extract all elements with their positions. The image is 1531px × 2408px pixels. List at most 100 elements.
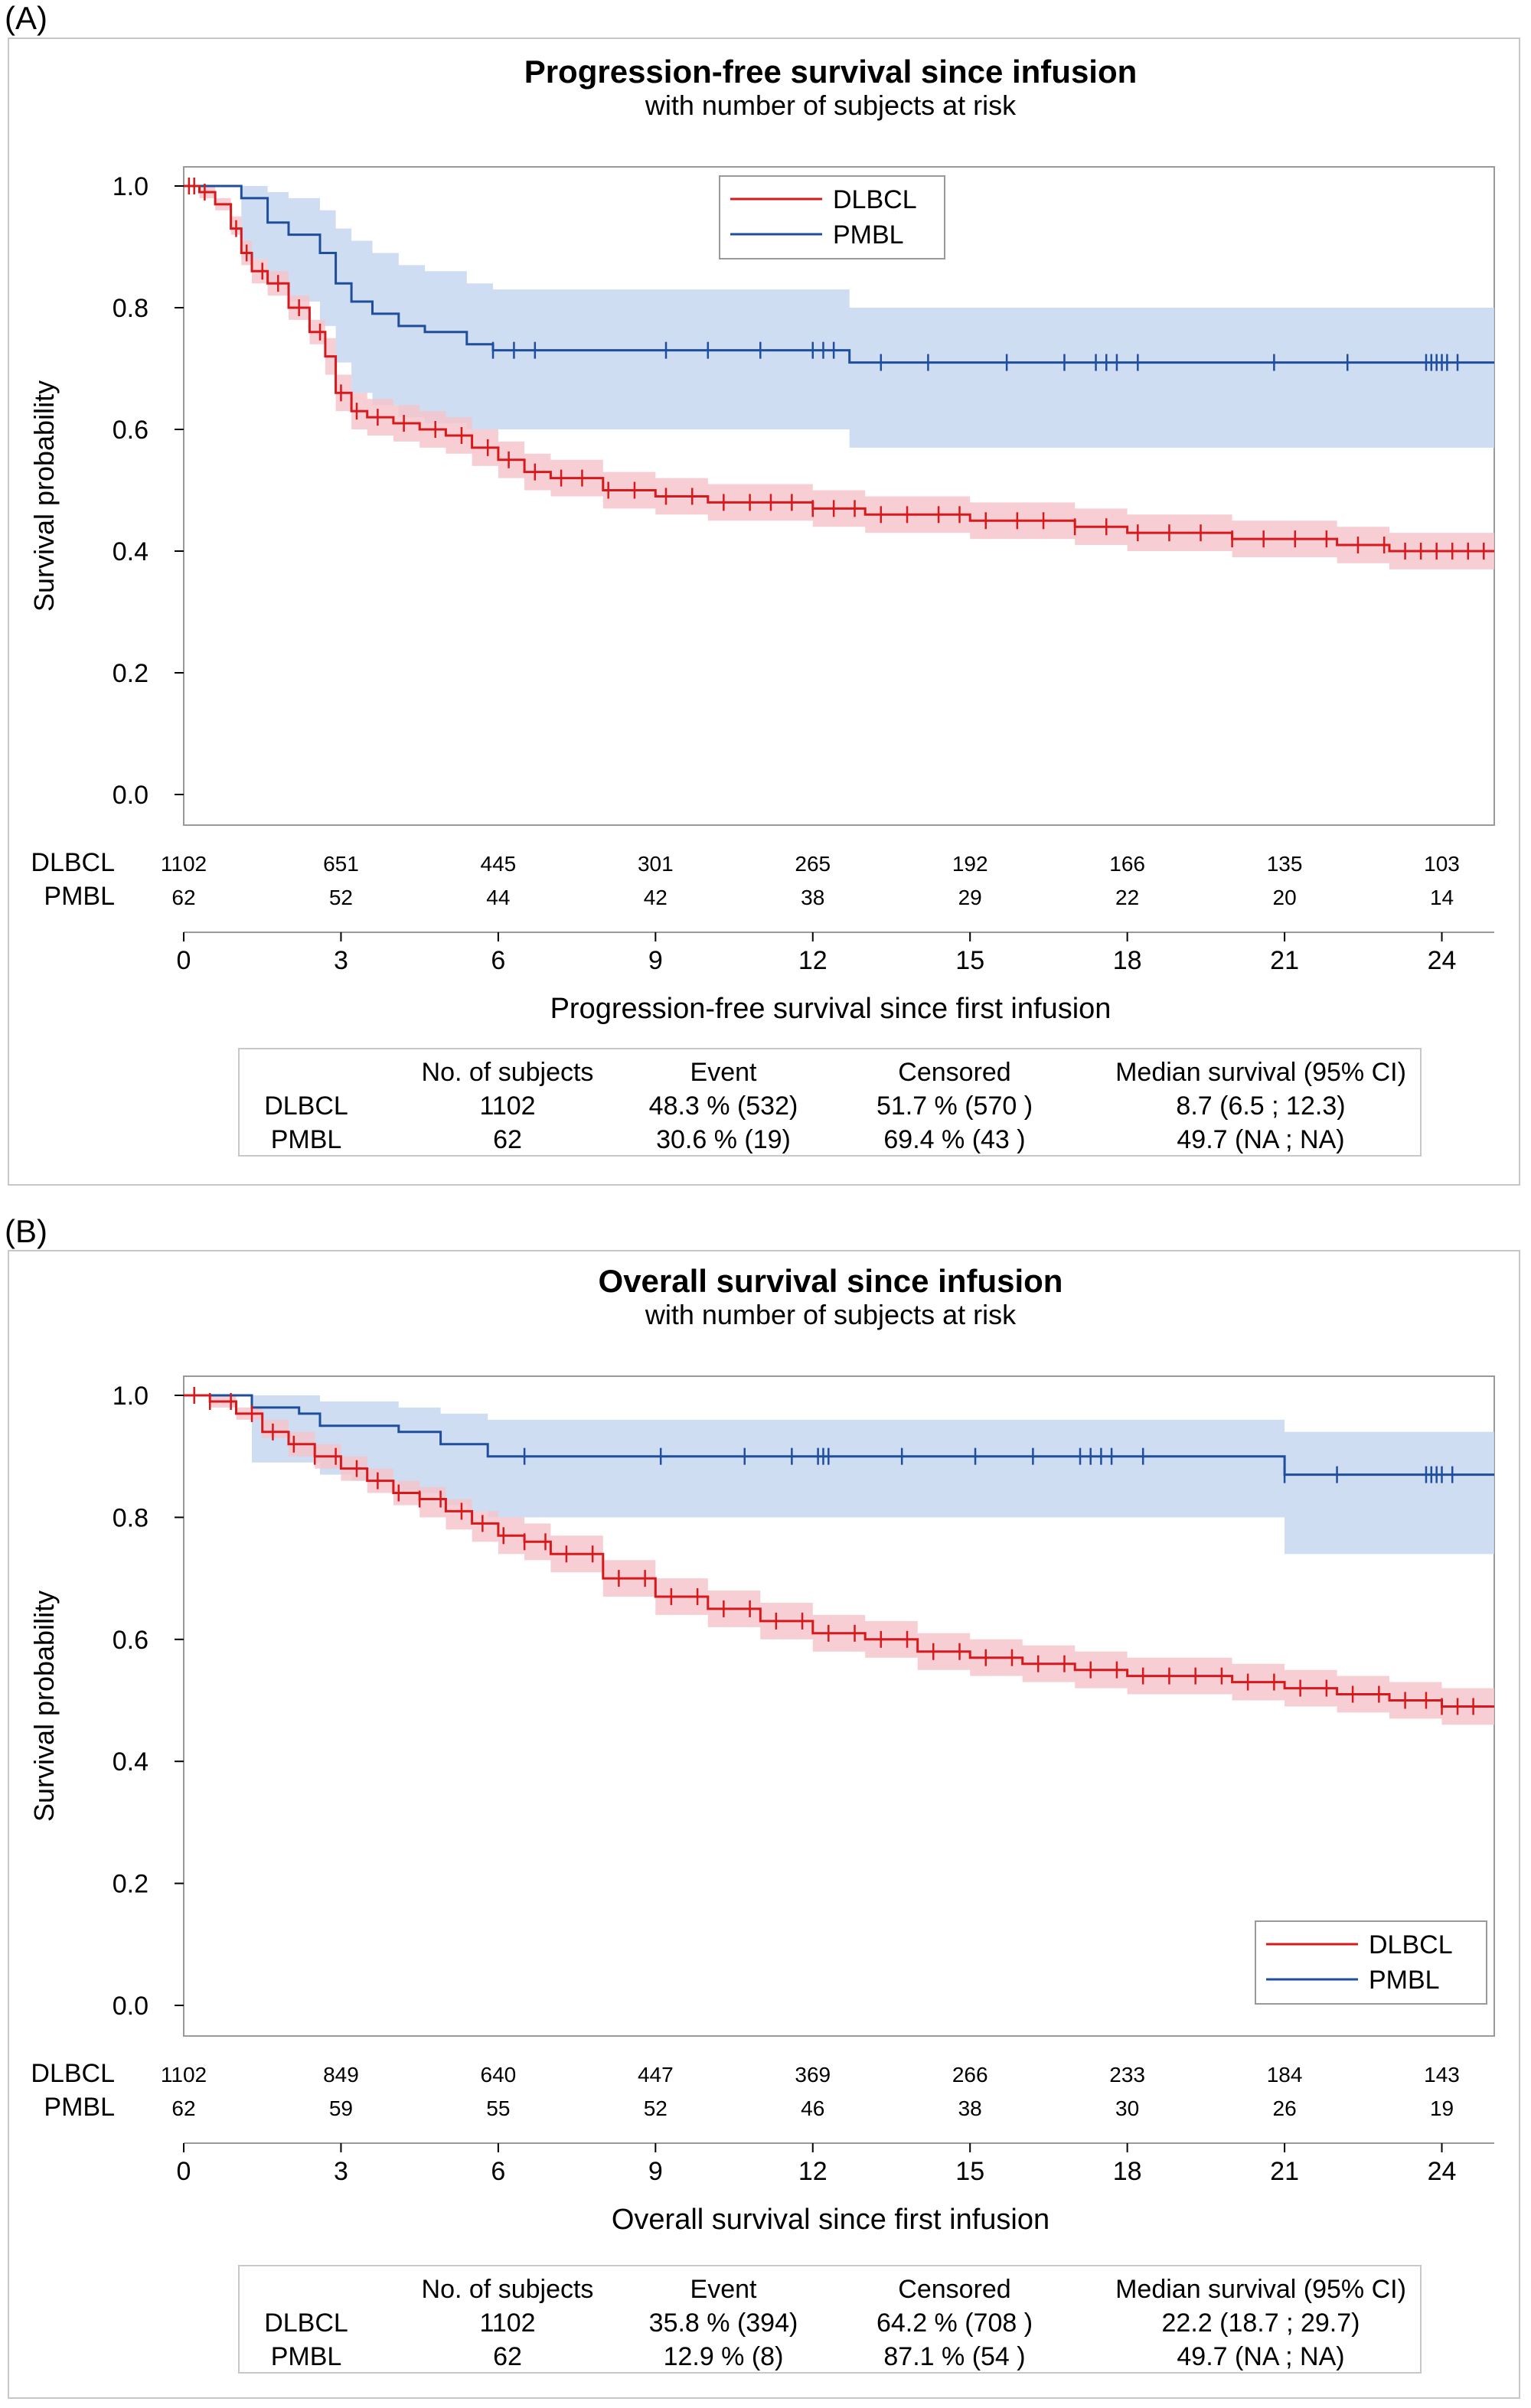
legend-box xyxy=(719,175,945,259)
risk-count: 19 xyxy=(1430,2096,1454,2120)
x-tick-label: 12 xyxy=(798,946,828,975)
x-tick-label: 3 xyxy=(334,2157,348,2186)
y-tick-label: 0.4 xyxy=(113,1747,149,1777)
risk-count: 369 xyxy=(795,2063,831,2087)
y-axis-label: Survival probability xyxy=(28,380,60,612)
risk-count: 29 xyxy=(958,886,982,909)
risk-count: 30 xyxy=(1115,2096,1139,2120)
x-tick-label: 9 xyxy=(648,946,663,975)
chart-legend: DLBCL PMBL xyxy=(1255,1920,1487,2005)
x-tick-label: 12 xyxy=(798,2157,828,2186)
ci-band-pmbl xyxy=(184,1395,1494,1555)
ci-band-pmbl xyxy=(184,186,1494,448)
summary-cell: 30.6 % (19) xyxy=(656,1125,791,1154)
y-tick-label: 1.0 xyxy=(113,1382,149,1411)
survival-curve-pmbl xyxy=(184,1394,1494,1476)
risk-count: 135 xyxy=(1267,852,1303,876)
x-tick-label: 15 xyxy=(955,946,984,975)
chart-subtitle: with number of subjects at risk xyxy=(645,90,1017,121)
x-tick-label: 24 xyxy=(1428,2157,1457,2186)
risk-count: 184 xyxy=(1267,2063,1303,2087)
risk-count: 447 xyxy=(638,2063,674,2087)
y-tick-label: 1.0 xyxy=(113,172,149,201)
risk-count: 14 xyxy=(1430,886,1454,909)
summary-cell: 69.4 % (43 ) xyxy=(883,1125,1025,1154)
summary-header: No. of subjects xyxy=(422,2275,594,2304)
chart-subtitle: with number of subjects at risk xyxy=(645,1299,1017,1330)
risk-count: 52 xyxy=(329,886,353,909)
summary-cell: 8.7 (6.5 ; 12.3) xyxy=(1176,1091,1345,1121)
plot-frame xyxy=(183,166,1495,826)
summary-cell: 35.8 % (394) xyxy=(649,2308,798,2338)
x-axis-label: Overall survival since first infusion xyxy=(612,2204,1050,2236)
summary-header: Median survival (95% CI) xyxy=(1115,2275,1406,2304)
summary-cell: 1102 xyxy=(479,2308,535,2338)
risk-count: 22 xyxy=(1115,886,1139,909)
summary-cell: 22.2 (18.7 ; 29.7) xyxy=(1162,2308,1360,2338)
risk-row-label: PMBL xyxy=(44,882,115,911)
risk-count: 46 xyxy=(801,2096,824,2120)
risk-count: 640 xyxy=(481,2063,517,2087)
x-tick-label: 6 xyxy=(491,2157,505,2186)
summary-cell: 12.9 % (8) xyxy=(664,2342,784,2371)
legend-box xyxy=(1255,1920,1487,2005)
summary-header: No. of subjects xyxy=(422,1058,594,1087)
summary-header: Event xyxy=(690,1058,757,1087)
risk-count: 59 xyxy=(329,2096,353,2120)
panel-a-label: (A) xyxy=(5,0,47,36)
summary-cell: 62 xyxy=(493,1125,522,1154)
risk-count: 42 xyxy=(644,886,668,909)
summary-table-frame xyxy=(238,2265,1422,2374)
panel-b-label: (B) xyxy=(5,1213,47,1249)
x-tick-label: 0 xyxy=(177,2157,191,2186)
summary-header: Event xyxy=(690,2275,757,2304)
summary-table-frame xyxy=(238,1048,1422,1157)
risk-row-label: DLBCL xyxy=(31,2059,115,2088)
summary-row-label: PMBL xyxy=(271,2342,342,2371)
chart-panel-a: Progression-free survival since infusion… xyxy=(28,54,1495,1157)
summary-header: Censored xyxy=(898,1058,1010,1087)
risk-row-label: DLBCL xyxy=(31,848,115,877)
summary-row-label: DLBCL xyxy=(264,1091,348,1121)
survival-curve-dlbcl xyxy=(184,1394,1494,1708)
survival-curve-dlbcl xyxy=(184,184,1494,553)
risk-count: 445 xyxy=(481,852,517,876)
x-tick-label: 15 xyxy=(955,2157,984,2186)
x-tick-label: 24 xyxy=(1428,946,1457,975)
risk-count: 233 xyxy=(1109,2063,1145,2087)
y-axis-label: Survival probability xyxy=(28,1591,60,1822)
y-tick-label: 0.4 xyxy=(113,537,149,566)
chart-legend: DLBCL PMBL xyxy=(719,175,945,259)
risk-count: 651 xyxy=(323,852,359,876)
summary-cell: 1102 xyxy=(479,1091,535,1121)
summary-cell: 48.3 % (532) xyxy=(649,1091,798,1121)
x-tick-label: 21 xyxy=(1270,946,1299,975)
y-tick-label: 0.2 xyxy=(113,1870,149,1899)
x-tick-label: 21 xyxy=(1270,2157,1299,2186)
x-tick-label: 18 xyxy=(1113,2157,1142,2186)
risk-count: 265 xyxy=(795,852,831,876)
y-tick-label: 0.6 xyxy=(113,1626,149,1655)
risk-count: 20 xyxy=(1273,886,1297,909)
summary-cell: 87.1 % (54 ) xyxy=(883,2342,1025,2371)
summary-table: No. of subjects Event Censored Median survi… xyxy=(238,1048,1422,1157)
x-tick-label: 3 xyxy=(334,946,348,975)
legend-label-pmbl: PMBL xyxy=(833,220,904,250)
risk-count: 166 xyxy=(1109,852,1145,876)
chart-title: Overall survival since infusion xyxy=(599,1263,1063,1299)
survival-curve-pmbl xyxy=(184,184,1494,364)
risk-count: 38 xyxy=(801,886,824,909)
legend-label-pmbl: PMBL xyxy=(1369,1966,1440,1995)
risk-count: 103 xyxy=(1424,852,1460,876)
y-tick-label: 0.6 xyxy=(113,416,149,445)
risk-count: 52 xyxy=(644,2096,668,2120)
summary-cell: 64.2 % (708 ) xyxy=(876,2308,1033,2338)
summary-row-label: PMBL xyxy=(271,1125,342,1154)
summary-cell: 62 xyxy=(493,2342,522,2371)
ci-band-dlbcl xyxy=(184,186,1494,569)
risk-count: 849 xyxy=(323,2063,359,2087)
risk-row-label: PMBL xyxy=(44,2093,115,2122)
risk-count: 26 xyxy=(1273,2096,1297,2120)
risk-count: 301 xyxy=(638,852,674,876)
